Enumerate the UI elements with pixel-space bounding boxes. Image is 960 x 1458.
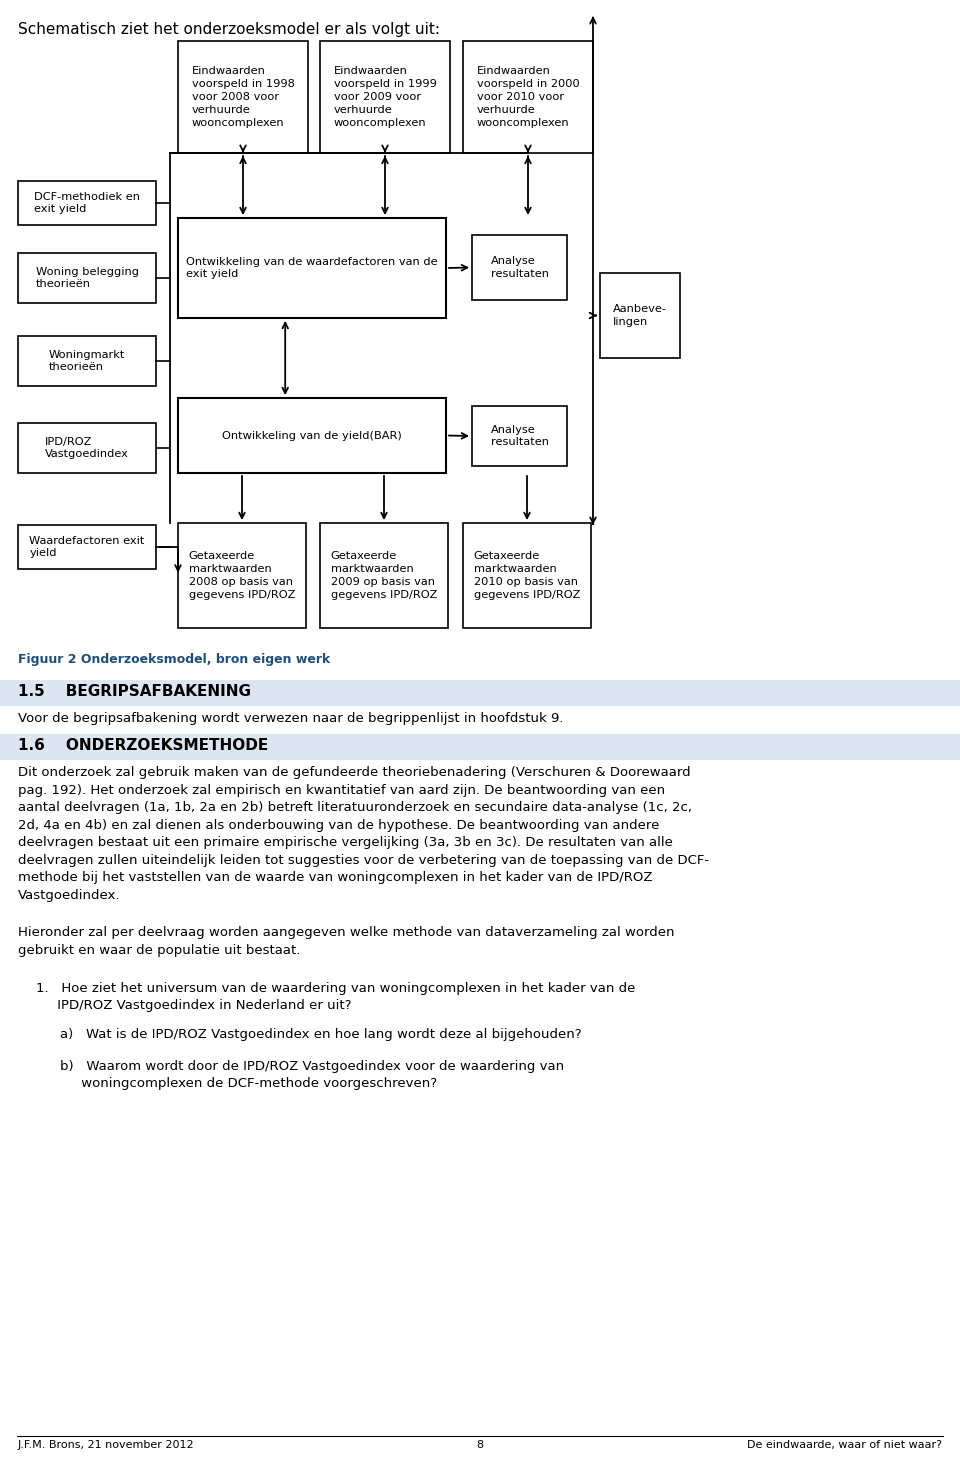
Text: Getaxeerde
marktwaarden
2010 op basis van
gegevens IPD/ROZ: Getaxeerde marktwaarden 2010 op basis va… (474, 551, 580, 599)
Text: 1.6    ONDERZOEKSMETHODE: 1.6 ONDERZOEKSMETHODE (18, 738, 268, 752)
FancyBboxPatch shape (472, 405, 567, 467)
Text: Aanbeve-
lingen: Aanbeve- lingen (613, 305, 667, 327)
FancyBboxPatch shape (472, 235, 567, 300)
Text: b)   Waarom wordt door de IPD/ROZ Vastgoedindex voor de waardering van
     woni: b) Waarom wordt door de IPD/ROZ Vastgoed… (60, 1060, 564, 1091)
FancyBboxPatch shape (18, 254, 156, 303)
Text: Dit onderzoek zal gebruik maken van de gefundeerde theoriebenadering (Verschuren: Dit onderzoek zal gebruik maken van de g… (18, 765, 709, 901)
FancyBboxPatch shape (18, 525, 156, 569)
FancyBboxPatch shape (178, 398, 446, 472)
FancyBboxPatch shape (18, 181, 156, 225)
Text: IPD/ROZ
Vastgoedindex: IPD/ROZ Vastgoedindex (45, 436, 129, 459)
Text: Woningmarkt
theorieën: Woningmarkt theorieën (49, 350, 125, 372)
FancyBboxPatch shape (463, 41, 593, 153)
FancyBboxPatch shape (0, 679, 960, 706)
Text: Waardefactoren exit
yield: Waardefactoren exit yield (30, 535, 145, 558)
FancyBboxPatch shape (18, 335, 156, 386)
FancyBboxPatch shape (463, 523, 591, 628)
FancyBboxPatch shape (600, 273, 680, 359)
Text: Analyse
resultaten: Analyse resultaten (491, 257, 548, 278)
FancyBboxPatch shape (320, 41, 450, 153)
Text: Hieronder zal per deelvraag worden aangegeven welke methode van dataverzameling : Hieronder zal per deelvraag worden aange… (18, 926, 675, 956)
Text: Getaxeerde
marktwaarden
2008 op basis van
gegevens IPD/ROZ: Getaxeerde marktwaarden 2008 op basis va… (189, 551, 295, 599)
Text: 1.5    BEGRIPSAFBAKENING: 1.5 BEGRIPSAFBAKENING (18, 684, 251, 698)
Text: Figuur 2 Onderzoeksmodel, bron eigen werk: Figuur 2 Onderzoeksmodel, bron eigen wer… (18, 653, 330, 666)
Text: DCF-methodiek en
exit yield: DCF-methodiek en exit yield (34, 191, 140, 214)
Text: Eindwaarden
voorspeld in 1999
voor 2009 voor
verhuurde
wooncomplexen: Eindwaarden voorspeld in 1999 voor 2009 … (333, 67, 437, 128)
Text: Ontwikkeling van de yield(BAR): Ontwikkeling van de yield(BAR) (222, 430, 402, 440)
FancyBboxPatch shape (178, 41, 308, 153)
Text: Ontwikkeling van de waardefactoren van de
exit yield: Ontwikkeling van de waardefactoren van d… (186, 257, 438, 280)
Text: 8: 8 (476, 1441, 484, 1451)
FancyBboxPatch shape (178, 523, 306, 628)
Text: Schematisch ziet het onderzoeksmodel er als volgt uit:: Schematisch ziet het onderzoeksmodel er … (18, 22, 440, 36)
FancyBboxPatch shape (18, 423, 156, 472)
Text: Eindwaarden
voorspeld in 2000
voor 2010 voor
verhuurde
wooncomplexen: Eindwaarden voorspeld in 2000 voor 2010 … (476, 67, 580, 128)
FancyBboxPatch shape (178, 219, 446, 318)
Text: De eindwaarde, waar of niet waar?: De eindwaarde, waar of niet waar? (747, 1441, 942, 1451)
Text: a)   Wat is de IPD/ROZ Vastgoedindex en hoe lang wordt deze al bijgehouden?: a) Wat is de IPD/ROZ Vastgoedindex en ho… (60, 1028, 582, 1041)
Text: Getaxeerde
marktwaarden
2009 op basis van
gegevens IPD/ROZ: Getaxeerde marktwaarden 2009 op basis va… (331, 551, 437, 599)
Text: 1.   Hoe ziet het universum van de waardering van woningcomplexen in het kader v: 1. Hoe ziet het universum van de waarder… (36, 983, 636, 1012)
Text: J.F.M. Brons, 21 november 2012: J.F.M. Brons, 21 november 2012 (18, 1441, 195, 1451)
Text: Eindwaarden
voorspeld in 1998
voor 2008 voor
verhuurde
wooncomplexen: Eindwaarden voorspeld in 1998 voor 2008 … (192, 67, 295, 128)
Text: Voor de begripsafbakening wordt verwezen naar de begrippenlijst in hoofdstuk 9.: Voor de begripsafbakening wordt verwezen… (18, 712, 564, 725)
FancyBboxPatch shape (320, 523, 448, 628)
Text: Analyse
resultaten: Analyse resultaten (491, 424, 548, 448)
Text: Woning belegging
theorieën: Woning belegging theorieën (36, 267, 138, 289)
FancyBboxPatch shape (0, 733, 960, 760)
